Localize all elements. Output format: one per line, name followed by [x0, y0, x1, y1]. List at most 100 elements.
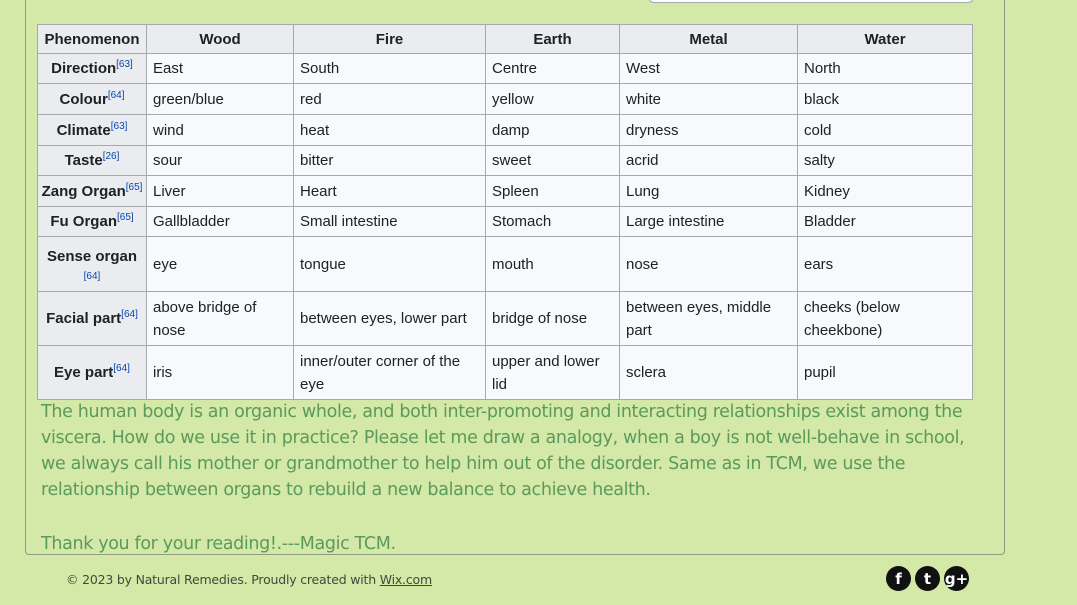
row-label-text: Direction [51, 60, 117, 77]
table-cell: bitter [293, 145, 486, 176]
table-row: Colour[64] green/blue red yellow white b… [37, 83, 973, 115]
header-wood: Wood [146, 24, 294, 54]
table-cell: black [797, 83, 973, 115]
table-cell: Heart [293, 175, 486, 207]
row-label: Zang Organ[65] [37, 175, 147, 207]
row-label: Facial part[64] [37, 291, 147, 346]
table-row: Climate[63] wind heat damp dryness cold [37, 114, 973, 146]
table-cell: above bridge of nose [146, 291, 294, 346]
citation-link[interactable]: [63] [110, 120, 128, 132]
footer-copyright: © 2023 by Natural Remedies. Proudly crea… [66, 572, 380, 587]
row-label-text: Sense organ [46, 247, 138, 265]
row-label: Direction[63] [37, 53, 147, 84]
row-label-text: Colour [59, 90, 108, 108]
row-label: Fu Organ[65] [37, 206, 147, 237]
header-metal: Metal [619, 24, 798, 54]
table-cell: acrid [619, 145, 798, 176]
facebook-icon[interactable]: f [886, 566, 911, 591]
five-elements-table: Phenomenon Wood Fire Earth Metal Water D… [37, 24, 973, 400]
citation-link[interactable]: [64] [83, 270, 101, 282]
table-cell: iris [146, 345, 294, 400]
body-paragraph: The human body is an organic whole, and … [41, 402, 965, 500]
table-cell: heat [293, 114, 486, 146]
table-cell: sclera [619, 345, 798, 400]
table-cell: upper and lower lid [485, 345, 620, 400]
citation-link[interactable]: [64] [121, 309, 138, 320]
table-cell: dryness [619, 114, 798, 146]
table-header-row: Phenomenon Wood Fire Earth Metal Water [37, 24, 973, 54]
row-label: Taste[26] [37, 145, 147, 176]
table-cell: yellow [485, 83, 620, 115]
table-cell: between eyes, lower part [293, 291, 486, 346]
table-row: Sense organ [64] eye tongue mouth nose ea… [37, 236, 973, 292]
content-panel [25, 0, 1005, 555]
row-label: Sense organ [64] [37, 236, 147, 292]
row-label-text: Facial part [46, 310, 122, 327]
footer: © 2023 by Natural Remedies. Proudly crea… [66, 572, 432, 587]
row-label: Eye part[64] [37, 345, 147, 400]
citation-link[interactable]: [65] [125, 181, 143, 193]
table-cell: South [293, 53, 486, 84]
table-cell: Lung [619, 175, 798, 207]
table-cell: green/blue [146, 83, 294, 115]
table-cell: white [619, 83, 798, 115]
table-cell: Centre [485, 53, 620, 84]
thanks-text: Thank you for your reading!.---Magic TCM… [41, 534, 396, 554]
table-cell: Large intestine [619, 206, 798, 237]
wix-link[interactable]: Wix.com [379, 572, 432, 587]
table-cell: wind [146, 114, 294, 146]
table-cell: cold [797, 114, 973, 146]
table-cell: North [797, 53, 973, 84]
table-cell: Kidney [797, 175, 973, 207]
table-cell: West [619, 53, 798, 84]
row-label: Colour[64] [37, 83, 147, 115]
table-cell: bridge of nose [485, 291, 620, 346]
row-label-text: Zang Organ [41, 182, 126, 200]
table-cell: Gallbladder [146, 206, 294, 237]
header-earth: Earth [485, 24, 620, 54]
row-label-text: Eye part [54, 364, 114, 381]
table-row: Eye part[64] iris inner/outer corner of … [37, 345, 973, 400]
top-box [648, 0, 974, 3]
header-fire: Fire [293, 24, 486, 54]
table-cell: inner/outer corner of the eye [293, 345, 486, 400]
row-label-text: Taste [64, 152, 103, 169]
table-row: Fu Organ[65] Gallbladder Small intestine… [37, 206, 973, 237]
citation-link[interactable]: [26] [102, 151, 120, 162]
table-cell: between eyes, middle part [619, 291, 798, 346]
table-cell: salty [797, 145, 973, 176]
citation-link[interactable]: [64] [107, 89, 125, 101]
row-label-text: Climate [56, 121, 111, 139]
table-row: Zang Organ[65] Liver Heart Spleen Lung K… [37, 175, 973, 207]
header-water: Water [797, 24, 973, 54]
header-phenomenon: Phenomenon [37, 24, 147, 54]
table-cell: ears [797, 236, 973, 292]
table-row: Direction[63] East South Centre West Nor… [37, 53, 973, 84]
table-cell: sour [146, 145, 294, 176]
table-cell: eye [146, 236, 294, 292]
table-cell: nose [619, 236, 798, 292]
table-row: Taste[26] sour bitter sweet acrid salty [37, 145, 973, 176]
table-cell: Spleen [485, 175, 620, 207]
citation-link[interactable]: [64] [113, 363, 130, 374]
google-plus-icon[interactable]: g+ [944, 566, 969, 591]
twitter-icon[interactable]: t [915, 566, 940, 591]
social-bar: f t g+ [886, 566, 969, 591]
table-cell: sweet [485, 145, 620, 176]
table-cell: Liver [146, 175, 294, 207]
table-cell: Small intestine [293, 206, 486, 237]
citation-link[interactable]: [65] [116, 212, 134, 223]
table-row: Facial part[64] above bridge of nose bet… [37, 291, 973, 346]
table-cell: Bladder [797, 206, 973, 237]
table-cell: mouth [485, 236, 620, 292]
table-cell: Stomach [485, 206, 620, 237]
table-cell: damp [485, 114, 620, 146]
table-cell: red [293, 83, 486, 115]
row-label-text: Fu Organ [50, 213, 117, 230]
table-cell: pupil [797, 345, 973, 400]
table-cell: East [146, 53, 294, 84]
table-cell: tongue [293, 236, 486, 292]
citation-link[interactable]: [63] [116, 59, 133, 70]
row-label: Climate[63] [37, 114, 147, 146]
table-cell: cheeks (below cheekbone) [797, 291, 973, 346]
